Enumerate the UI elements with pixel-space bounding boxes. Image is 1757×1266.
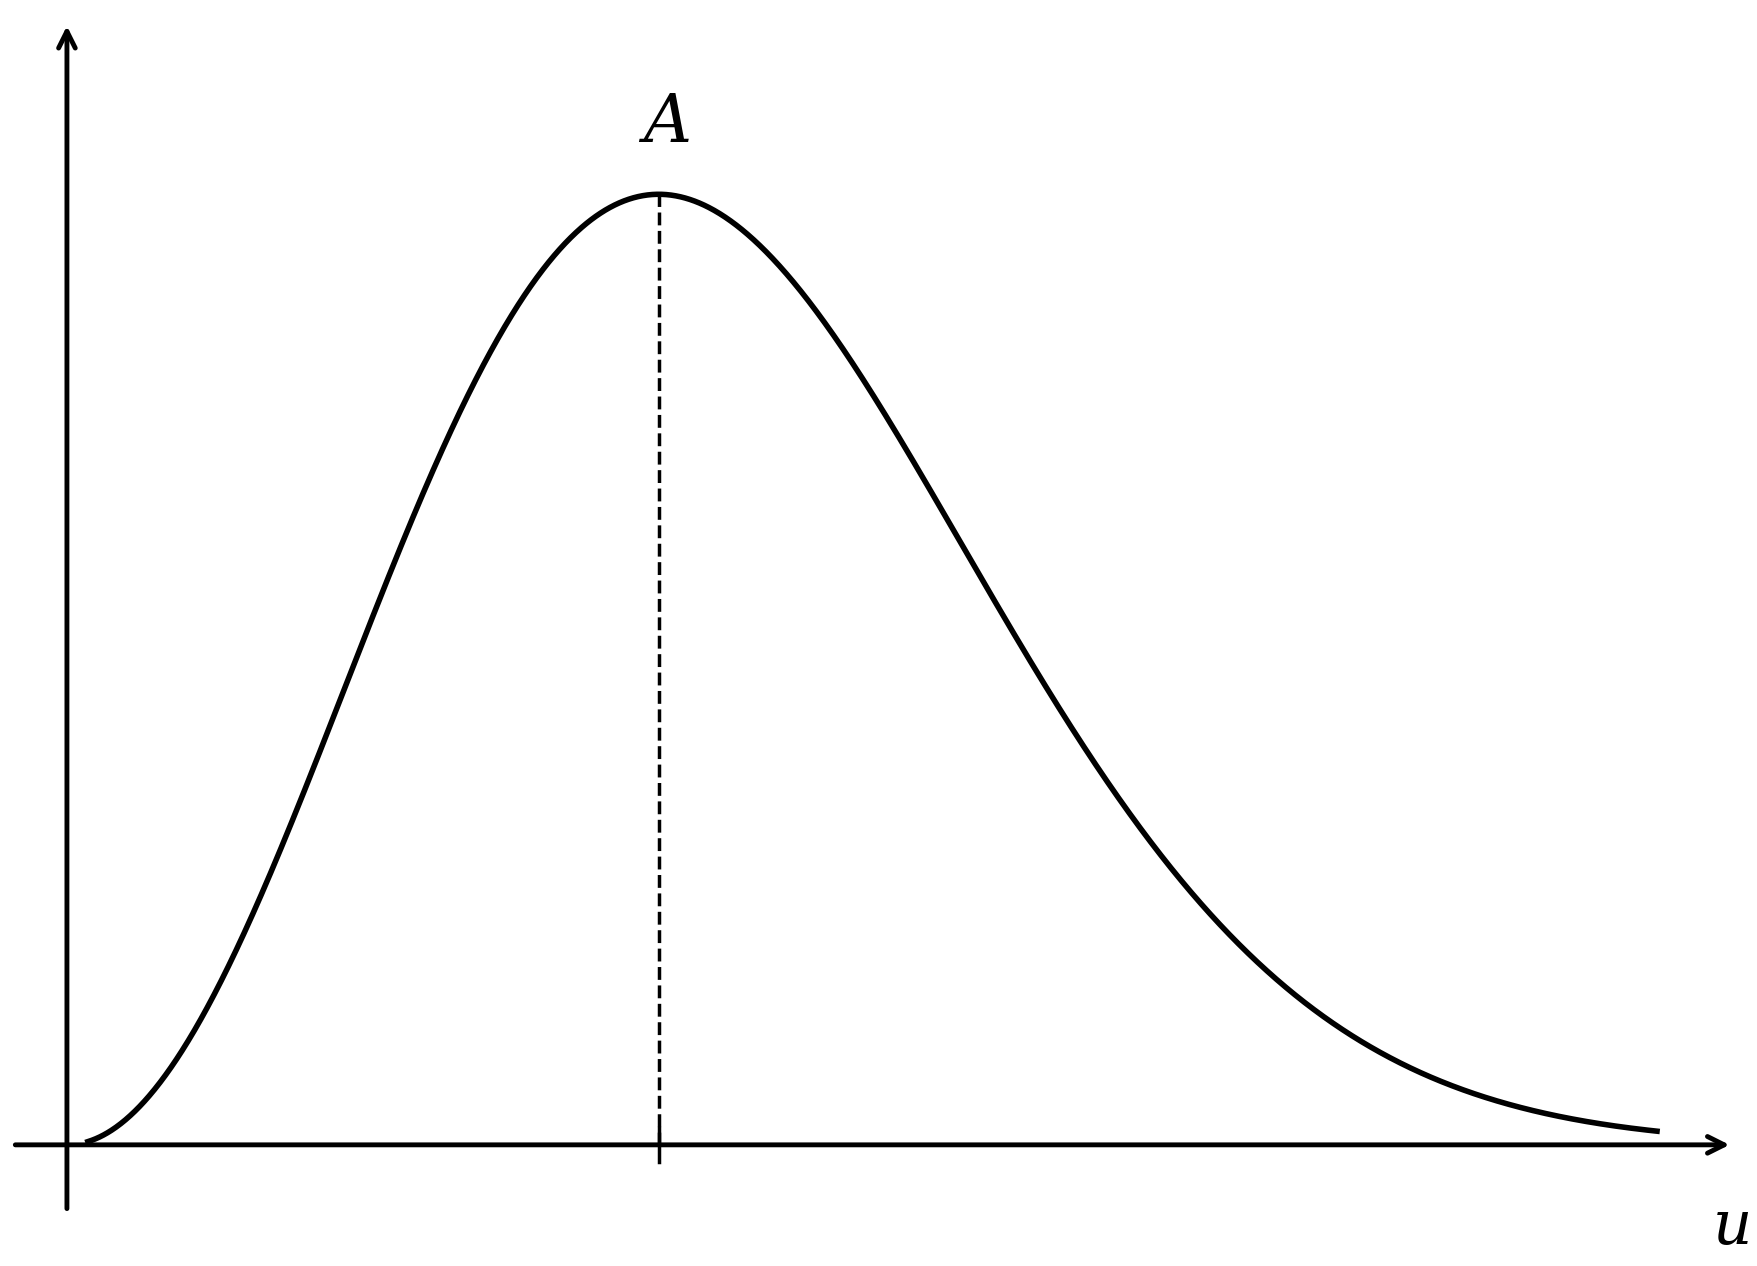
Text: u: u	[1711, 1198, 1752, 1257]
Text: A: A	[643, 91, 691, 156]
